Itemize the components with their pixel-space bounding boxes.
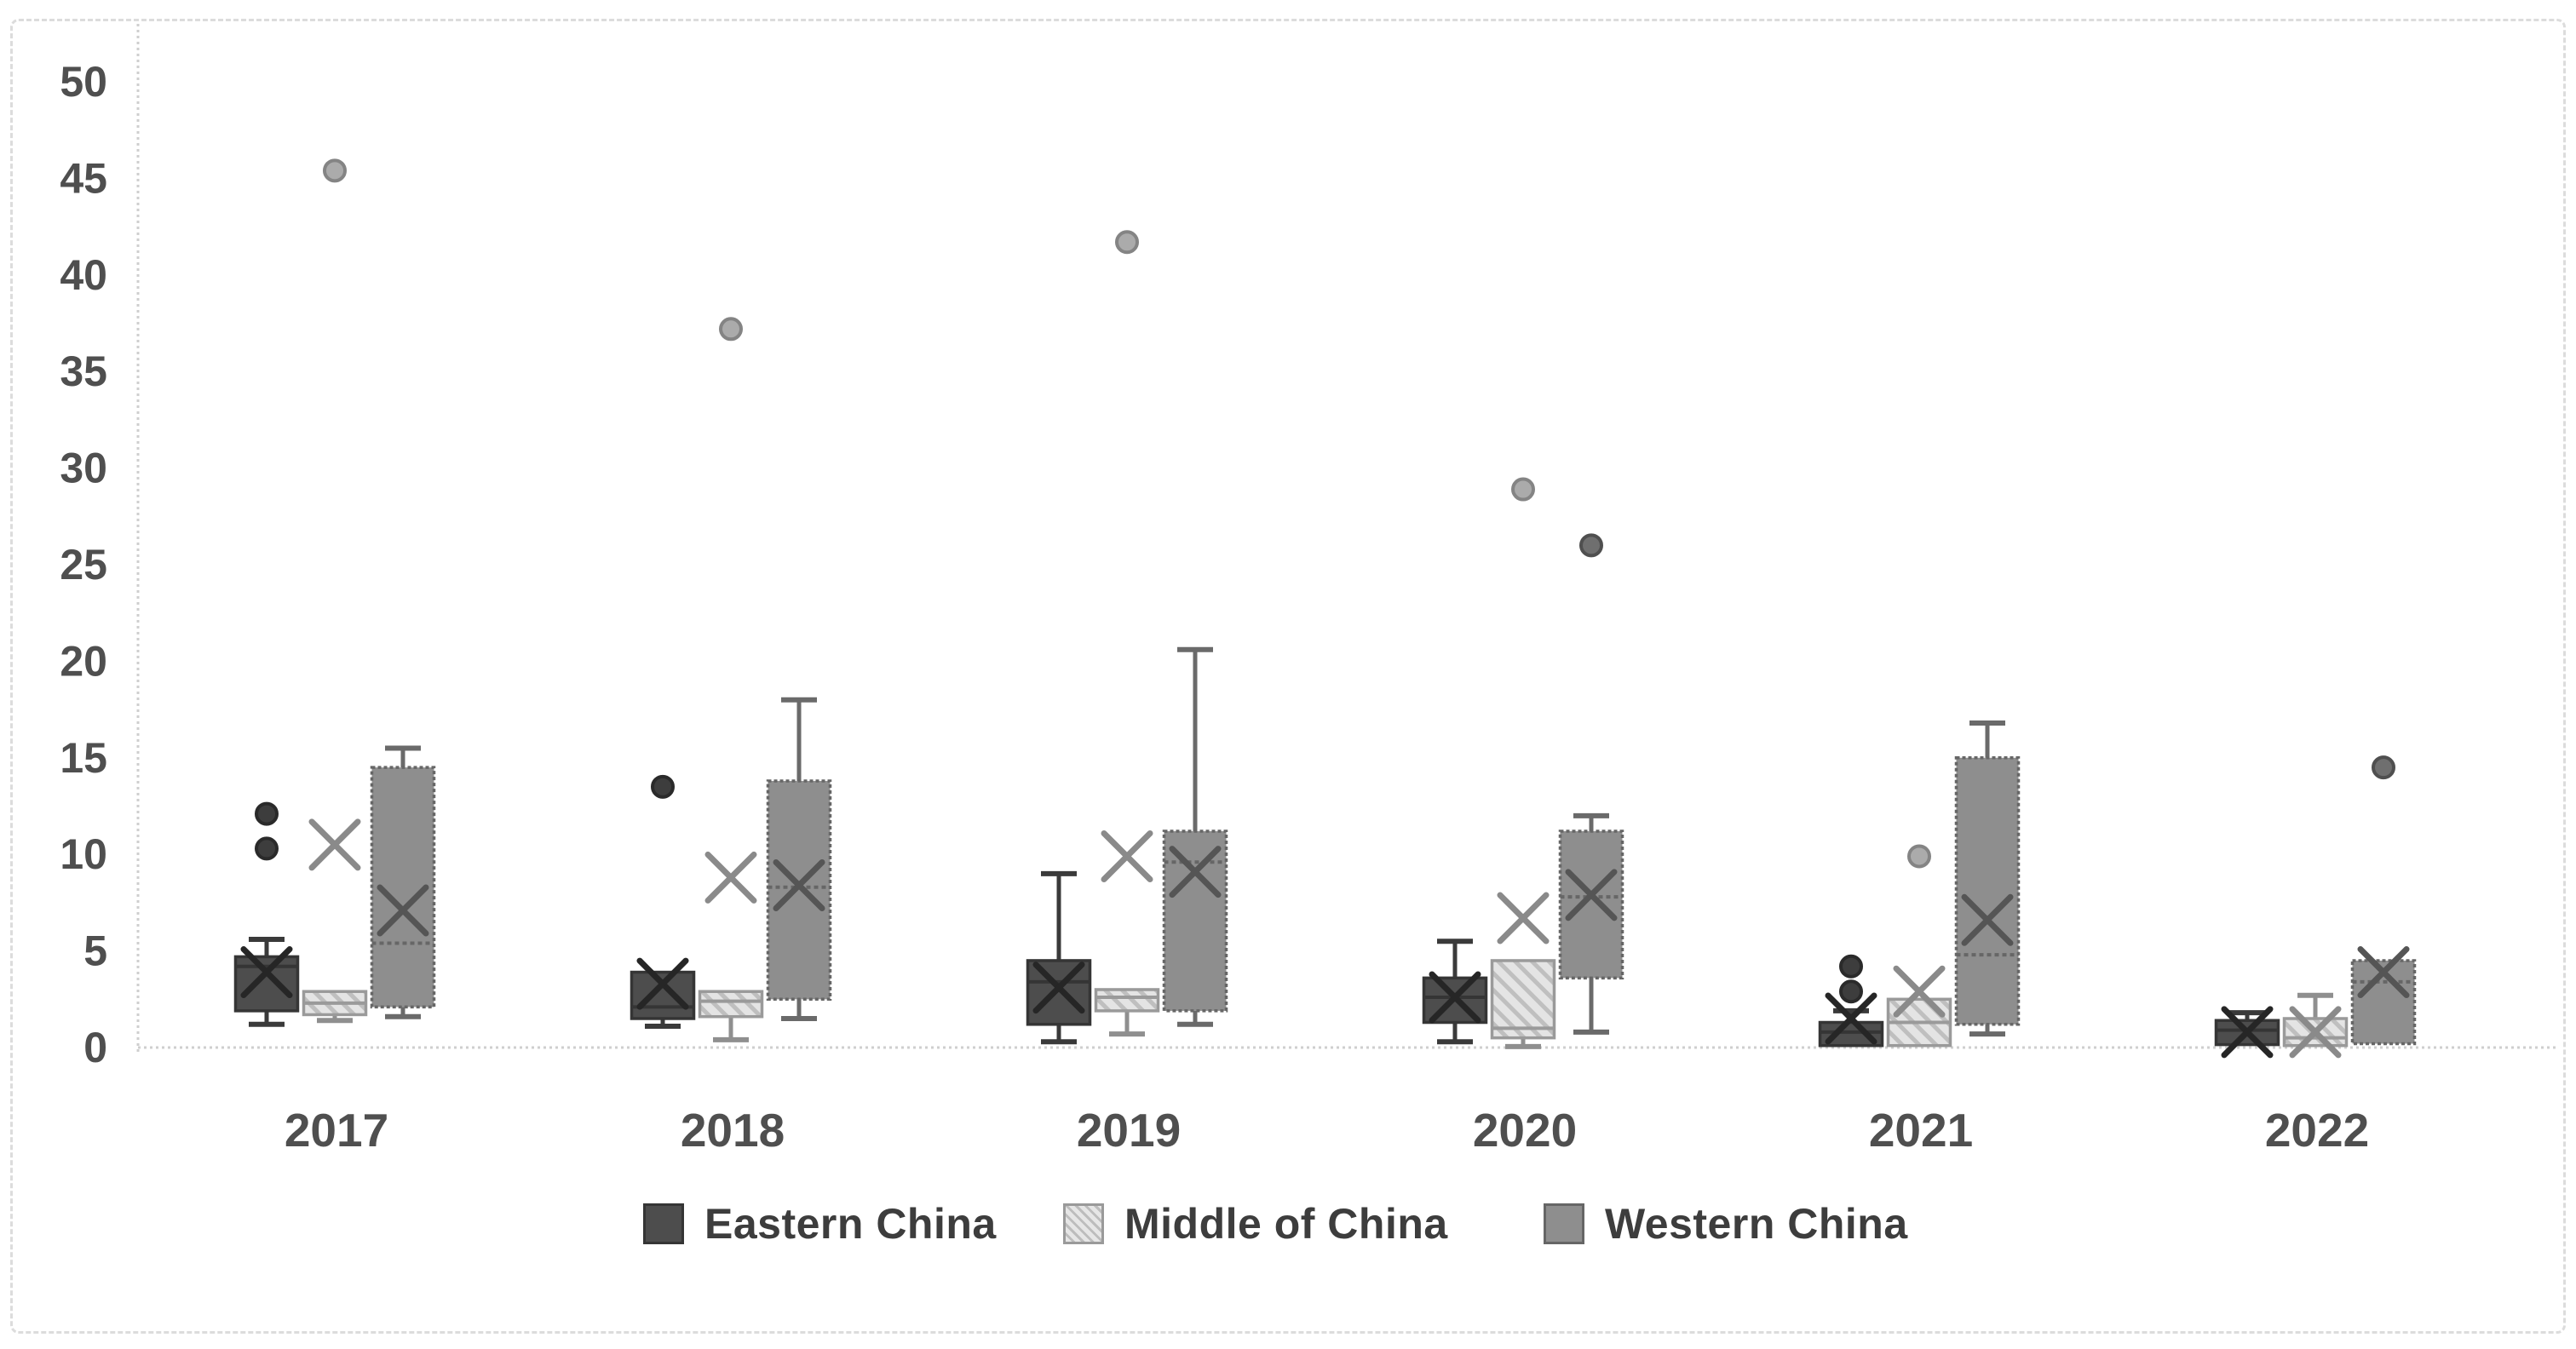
legend-item-middle-of-china: Middle of China bbox=[1063, 1199, 1448, 1249]
x-tick-label-2019: 2019 bbox=[1077, 1104, 1181, 1157]
box-western-china-2019 bbox=[1162, 829, 1228, 1013]
y-tick-label-30: 30 bbox=[60, 445, 107, 492]
box-eastern-china-2021 bbox=[1818, 1020, 1884, 1048]
y-tick-label-5: 5 bbox=[83, 927, 107, 975]
outlier-eastern-china-2021 bbox=[1839, 979, 1863, 1004]
outlier-eastern-china-2021 bbox=[1839, 954, 1863, 979]
box-middle-of-china-2018 bbox=[698, 990, 764, 1019]
outlier-middle-of-china-2020 bbox=[1511, 477, 1535, 502]
legend: Eastern China Middle of China Western Ch… bbox=[0, 1199, 2576, 1267]
legend-label-middle-of-china: Middle of China bbox=[1124, 1200, 1448, 1248]
outlier-eastern-china-2017 bbox=[255, 801, 279, 826]
box-western-china-2017 bbox=[370, 766, 436, 1009]
mean-marker-middle-of-china-2017 bbox=[308, 818, 361, 871]
mean-marker-western-china-2022 bbox=[2357, 946, 2410, 999]
legend-swatch-western-china bbox=[1544, 1203, 1584, 1244]
outlier-eastern-china-2018 bbox=[651, 774, 675, 799]
legend-item-western-china: Western China bbox=[1544, 1199, 1908, 1249]
x-tick-label-2017: 2017 bbox=[285, 1104, 388, 1157]
box-western-china-2021 bbox=[1954, 756, 2021, 1026]
box-middle-of-china-2022 bbox=[2282, 1017, 2349, 1048]
legend-swatch-eastern-china bbox=[643, 1203, 684, 1244]
mean-marker-western-china-2019 bbox=[1169, 846, 1222, 898]
y-tick-label-0: 0 bbox=[83, 1024, 107, 1071]
outlier-middle-of-china-2017 bbox=[323, 158, 347, 183]
mean-marker-eastern-china-2017 bbox=[240, 946, 293, 999]
y-tick-label-50: 50 bbox=[60, 58, 107, 106]
y-tick-label-25: 25 bbox=[60, 541, 107, 588]
legend-item-eastern-china: Eastern China bbox=[643, 1199, 997, 1249]
x-tick-label-2022: 2022 bbox=[2265, 1104, 2369, 1157]
outlier-eastern-china-2017 bbox=[255, 836, 279, 861]
mean-marker-middle-of-china-2021 bbox=[1893, 965, 1946, 1018]
mean-marker-middle-of-china-2018 bbox=[704, 851, 757, 904]
y-tick-label-20: 20 bbox=[60, 637, 107, 685]
outlier-middle-of-china-2019 bbox=[1115, 230, 1139, 255]
mean-marker-western-china-2021 bbox=[1961, 893, 2014, 946]
mean-marker-eastern-china-2019 bbox=[1032, 962, 1085, 1014]
box-eastern-china-2019 bbox=[1026, 959, 1092, 1026]
y-tick-label-40: 40 bbox=[60, 251, 107, 299]
x-tick-label-2018: 2018 bbox=[681, 1104, 785, 1157]
outlier-western-china-2022 bbox=[2372, 755, 2395, 780]
mean-marker-middle-of-china-2022 bbox=[2289, 1006, 2342, 1059]
x-tick-label-2021: 2021 bbox=[1869, 1104, 1973, 1157]
y-tick-label-10: 10 bbox=[60, 830, 107, 878]
mean-marker-eastern-china-2020 bbox=[1429, 971, 1481, 1024]
mean-marker-eastern-china-2018 bbox=[636, 957, 689, 1010]
outlier-western-china-2020 bbox=[1579, 533, 1603, 558]
mean-marker-western-china-2020 bbox=[1565, 869, 1618, 921]
box-middle-of-china-2020 bbox=[1490, 959, 1556, 1040]
y-tick-label-45: 45 bbox=[60, 154, 107, 202]
y-tick-label-15: 15 bbox=[60, 734, 107, 782]
legend-swatch-middle-of-china bbox=[1063, 1203, 1104, 1244]
mean-marker-eastern-china-2022 bbox=[2221, 1006, 2274, 1059]
mean-marker-eastern-china-2021 bbox=[1825, 992, 1877, 1045]
mean-marker-western-china-2018 bbox=[773, 858, 825, 911]
mean-marker-western-china-2017 bbox=[377, 884, 429, 937]
x-tick-label-2020: 2020 bbox=[1473, 1104, 1577, 1157]
y-tick-label-35: 35 bbox=[60, 347, 107, 395]
box-western-china-2018 bbox=[766, 779, 832, 1002]
outlier-middle-of-china-2018 bbox=[719, 317, 743, 342]
mean-marker-middle-of-china-2020 bbox=[1497, 892, 1550, 944]
box-western-china-2020 bbox=[1558, 829, 1624, 980]
legend-label-western-china: Western China bbox=[1605, 1200, 1908, 1248]
box-eastern-china-2018 bbox=[630, 970, 696, 1020]
legend-label-eastern-china: Eastern China bbox=[704, 1200, 997, 1248]
mean-marker-middle-of-china-2019 bbox=[1101, 829, 1153, 882]
outlier-middle-of-china-2021 bbox=[1907, 844, 1931, 869]
box-middle-of-china-2019 bbox=[1094, 988, 1160, 1013]
